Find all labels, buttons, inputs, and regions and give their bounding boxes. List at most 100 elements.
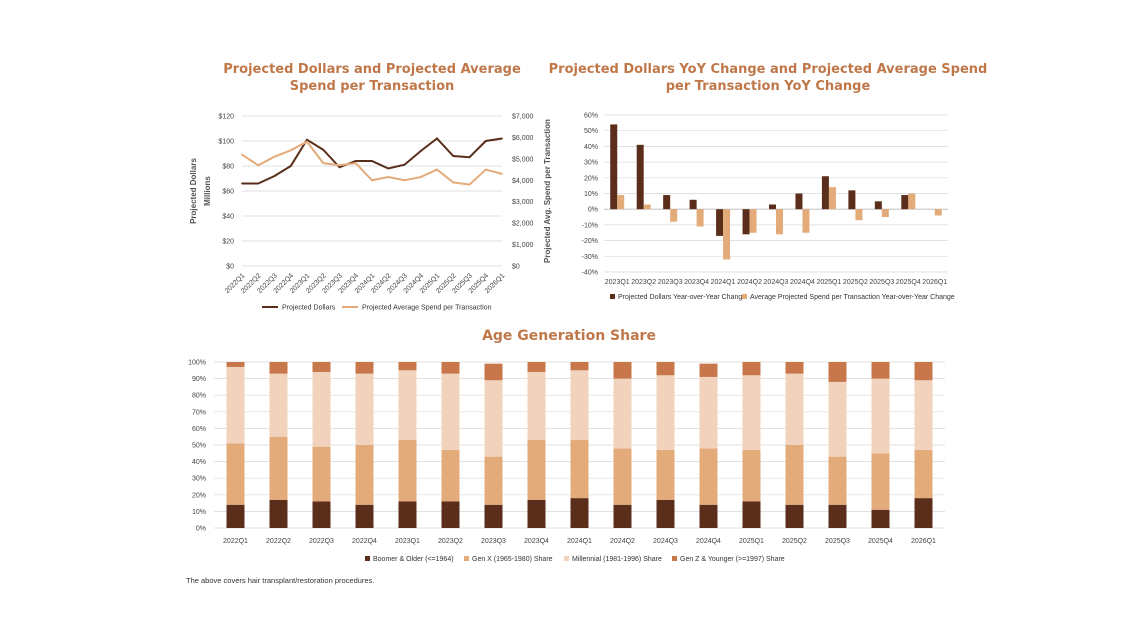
chart-title: Projected Dollars YoY Change and Project…: [549, 62, 988, 77]
data-point: [338, 166, 341, 169]
x-tick-label: 2022Q2: [266, 538, 291, 545]
x-tick-label: 2025Q2: [782, 538, 807, 545]
bar: [636, 144, 644, 210]
bar-segment: [441, 373, 460, 450]
y2-tick-label: $4,000: [512, 178, 534, 185]
legend-label: Projected Average Spend per Transaction: [362, 305, 492, 312]
y-tick-label: $80: [222, 164, 234, 171]
data-point: [436, 168, 438, 171]
y-axis-label: Projected Dollars: [189, 158, 198, 224]
bar: [716, 209, 724, 236]
bar: [855, 209, 863, 221]
chart-title: per Transaction YoY Change: [666, 79, 871, 94]
bar: [821, 176, 829, 210]
data-point: [501, 172, 503, 175]
legend-label: Millennial (1981-1996) Share: [572, 556, 662, 563]
legend-swatch: [464, 556, 469, 561]
bar-segment: [613, 362, 632, 379]
bar-segment: [312, 371, 331, 447]
bar-segment: [355, 362, 374, 374]
y2-tick-label: $7,000: [512, 114, 534, 121]
x-tick-label: 2024Q4: [696, 538, 721, 545]
bar-segment: [656, 375, 675, 450]
bar: [776, 209, 783, 235]
data-point: [257, 164, 260, 167]
bar: [848, 190, 856, 210]
x-tick-label: 2024Q2: [737, 279, 762, 286]
bar-segment: [656, 449, 675, 500]
bar: [874, 201, 882, 210]
x-tick-label: 2024Q3: [653, 538, 678, 545]
bar: [689, 199, 697, 210]
bar-segment: [570, 498, 589, 528]
bar-segment: [699, 363, 718, 377]
legend-label: Gen X (1965-1980) Share: [472, 556, 553, 563]
bar-segment: [828, 456, 847, 505]
data-point: [484, 140, 487, 142]
x-tick-label: 2023Q1: [605, 279, 630, 286]
y-tick-label: 10%: [192, 509, 206, 516]
x-tick-label: 2026Q1: [911, 538, 936, 545]
data-point: [484, 168, 487, 171]
bar-segment: [871, 362, 890, 379]
x-tick-label: 2022Q3: [309, 538, 334, 545]
y-tick-label: 30%: [192, 476, 206, 483]
bar: [670, 209, 678, 222]
bar-segment: [269, 499, 288, 528]
bar-segment: [226, 443, 245, 505]
bar-segment: [828, 381, 847, 457]
y-tick-label: -20%: [582, 238, 598, 245]
y-tick-label: 80%: [192, 393, 206, 400]
data-point: [403, 179, 406, 182]
bar-segment: [355, 445, 374, 505]
x-tick-label: 2023Q2: [631, 279, 656, 286]
bar-segment: [828, 504, 847, 528]
data-point: [289, 165, 292, 167]
bar: [663, 195, 671, 210]
bar-segment: [398, 501, 417, 528]
bar-segment: [613, 378, 632, 449]
bar-segment: [484, 456, 503, 505]
bar-segment: [398, 362, 417, 371]
legend-swatch: [742, 294, 747, 299]
data-point: [322, 162, 325, 165]
y-tick-label: 40%: [192, 459, 206, 466]
x-tick-label: 2023Q1: [395, 538, 420, 545]
legend-label: Projected Dollars Year-over-Year Change: [618, 294, 746, 301]
line-chart-projected-dollars: Projected Dollars and Projected Average S…: [189, 62, 552, 312]
data-point: [468, 183, 471, 186]
bar-segment: [785, 445, 804, 505]
x-tick-label: 2024Q1: [711, 279, 736, 286]
bar-segment: [269, 362, 288, 374]
data-point: [241, 153, 243, 156]
bar-segment: [914, 498, 933, 528]
x-tick-label: 2024Q2: [610, 538, 635, 545]
data-point: [419, 176, 422, 178]
bar: [617, 195, 625, 210]
x-tick-label: 2023Q3: [658, 279, 683, 286]
y-tick-label: 60%: [192, 426, 206, 433]
footnote: The above covers hair transplant/restora…: [186, 576, 375, 585]
bar-segment: [484, 380, 503, 457]
bar-segment: [742, 501, 761, 528]
x-tick-label: 2025Q3: [869, 279, 894, 286]
data-point: [452, 181, 455, 184]
data-point: [338, 164, 341, 167]
x-tick-label: 2025Q4: [896, 279, 921, 286]
bar-segment: [398, 370, 417, 441]
x-tick-label: 2025Q2: [843, 279, 868, 286]
bar-segment: [699, 376, 718, 449]
chart-title: Projected Dollars and Projected Average: [223, 62, 521, 77]
bar-segment: [742, 375, 761, 450]
y-tick-label: 90%: [192, 376, 206, 383]
bar-segment: [441, 449, 460, 502]
x-tick-label: 2025Q1: [739, 538, 764, 545]
bar-segment: [355, 373, 374, 445]
bar-segment: [570, 362, 589, 371]
bar-segment: [613, 504, 632, 528]
x-tick-label: 2022Q4: [352, 538, 377, 545]
y-tick-label: $60: [222, 189, 234, 196]
bar: [610, 124, 618, 210]
x-tick-label: 2023Q2: [438, 538, 463, 545]
